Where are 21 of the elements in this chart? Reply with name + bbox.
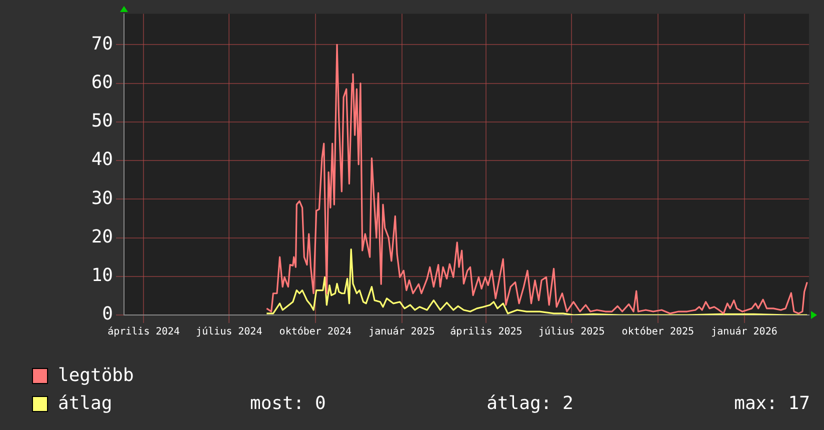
y-tick-label: 10 xyxy=(91,265,113,286)
x-tick-label: október 2024 xyxy=(279,326,352,338)
y-tick-label: 40 xyxy=(91,149,113,170)
x-tick-label: január 2026 xyxy=(711,326,778,338)
x-tick-label: július 2025 xyxy=(538,326,605,338)
x-tick-label: október 2025 xyxy=(622,326,694,338)
y-tick-label: 0 xyxy=(102,304,113,325)
y-tick-label: 70 xyxy=(91,33,113,54)
text: átlag: 2 xyxy=(486,392,574,416)
text: most: 0 xyxy=(250,392,326,416)
y-tick-label: 50 xyxy=(91,110,113,132)
x-tick-label: január 2025 xyxy=(368,326,435,338)
x-tick-label: július 2024 xyxy=(196,326,262,338)
y-tick-label: 60 xyxy=(91,72,113,93)
legend-label: legtöbb xyxy=(58,364,134,388)
y-tick-label: 30 xyxy=(91,188,113,209)
legend-label: átlag xyxy=(58,392,112,416)
x-tick-label: április 2024 xyxy=(108,326,180,338)
text: max: 17 xyxy=(734,392,810,416)
x-tick-label: április 2025 xyxy=(450,326,522,338)
y-tick-label: 20 xyxy=(91,226,113,248)
